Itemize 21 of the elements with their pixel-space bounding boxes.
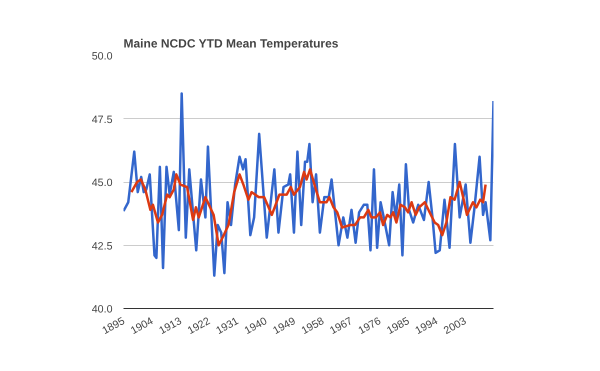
y-tick-label: 47.5 xyxy=(92,114,113,126)
y-tick-label: 40.0 xyxy=(92,304,113,316)
x-tick-label: 1922 xyxy=(186,315,212,338)
x-tick-label: 1913 xyxy=(157,315,184,338)
x-tick-label: 1904 xyxy=(128,315,156,338)
line-series xyxy=(124,92,494,277)
x-tick-label: 1994 xyxy=(413,315,440,338)
x-tick-label: 2003 xyxy=(442,315,468,338)
x-tick-label: 1940 xyxy=(242,315,270,338)
chart-title: Maine NCDC YTD Mean Temperatures xyxy=(124,36,339,50)
x-tick-label: 1931 xyxy=(214,315,241,338)
y-tick-label: 42.5 xyxy=(92,240,113,252)
y-tick-label: 50.0 xyxy=(92,50,113,62)
x-tick-label: 1976 xyxy=(356,315,384,338)
x-tick-label: 1967 xyxy=(328,315,355,338)
line-series xyxy=(130,168,487,246)
x-tick-label: 1958 xyxy=(300,315,326,338)
y-tick-label: 45.0 xyxy=(92,177,113,189)
x-tick-label: 1949 xyxy=(271,315,298,338)
x-tick-label: 1895 xyxy=(100,315,127,338)
x-tick-label: 1985 xyxy=(384,315,412,338)
